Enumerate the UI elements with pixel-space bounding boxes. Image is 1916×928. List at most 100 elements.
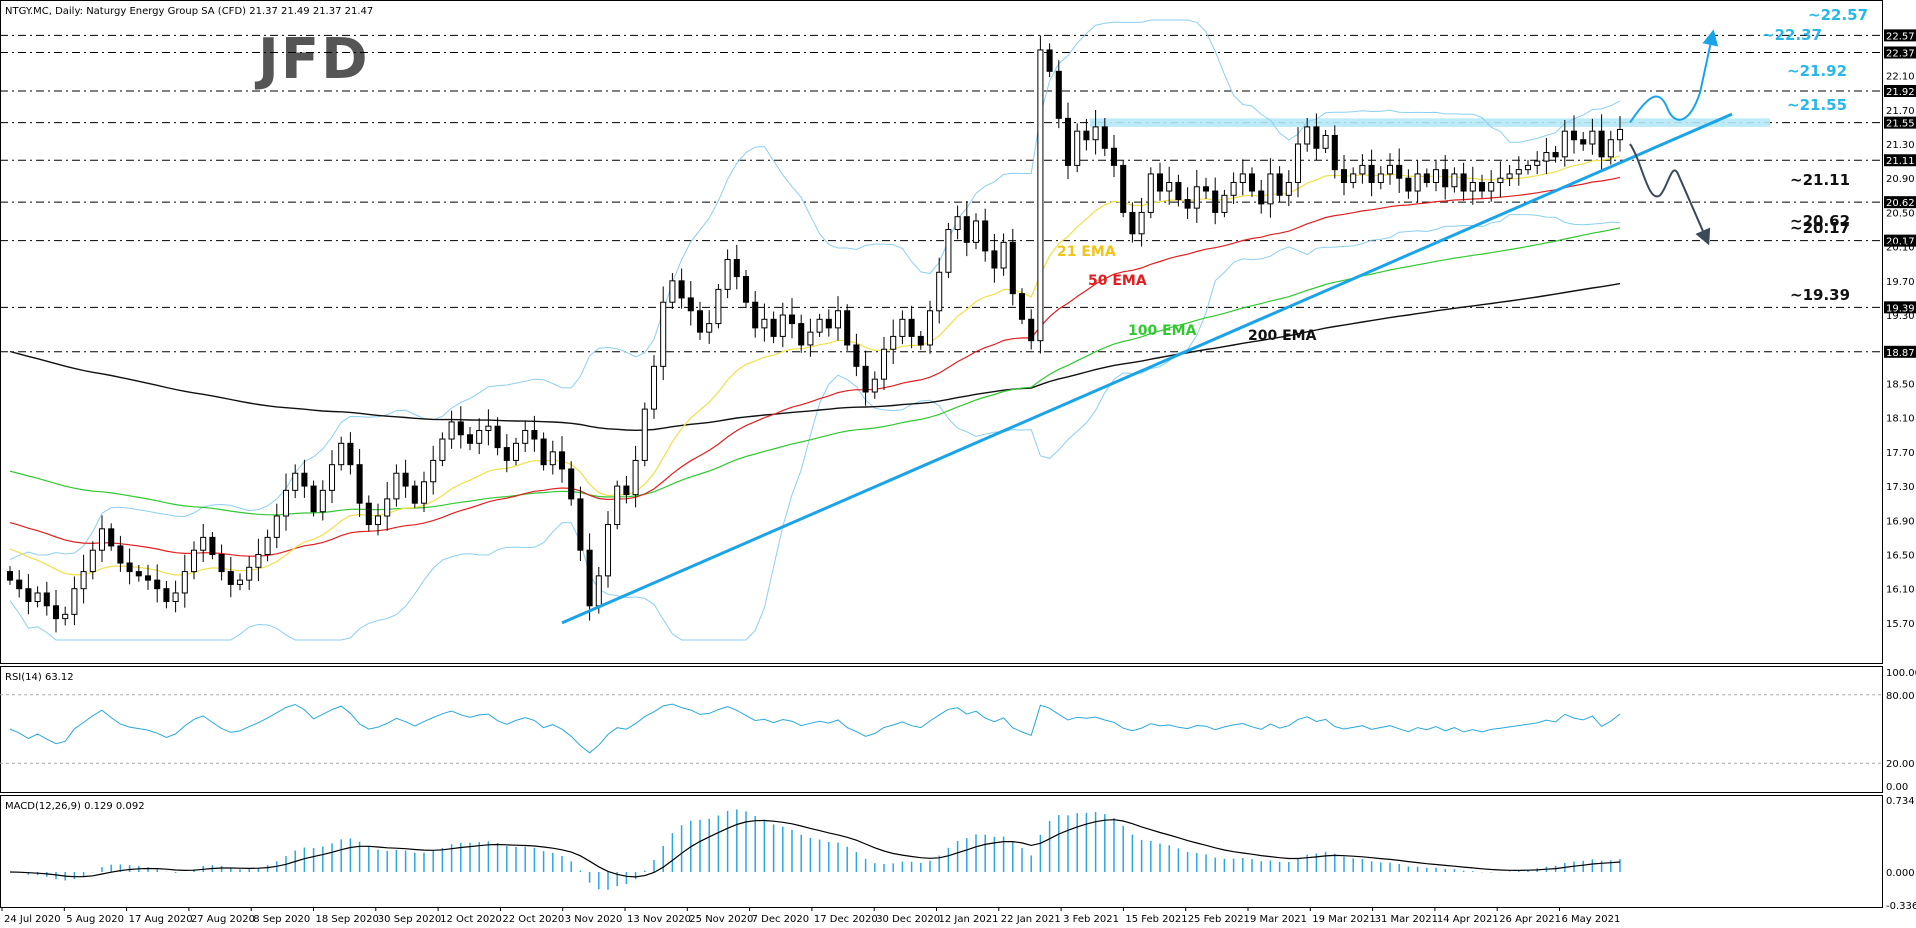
candle-body [1331,134,1338,171]
candle-body [816,318,823,333]
candle-body [1193,186,1200,209]
candle-body [1497,177,1504,183]
time-tick-label: 3 Feb 2021 [1063,914,1119,925]
time-tick-label: 3 Nov 2020 [565,914,623,925]
candle-body [1405,177,1412,192]
candle-body [273,515,280,538]
time-tick-label: 30 Sep 2020 [378,914,441,925]
candle-body [1239,173,1246,183]
candle-body [1552,152,1559,158]
candle-body [696,310,704,333]
candle-body [1304,126,1311,145]
candle-body [1166,181,1173,192]
candle-body [926,310,934,346]
candle-body [807,331,814,346]
candle-body [338,442,345,466]
candle-body [384,498,391,517]
time-tick-label: 8 Sep 2020 [253,914,310,925]
candle-body [1212,190,1219,213]
time-tick-label: 25 Nov 2020 [689,914,753,925]
candle-body [1276,173,1283,196]
candle-body [1018,293,1026,320]
candle-body [752,301,759,329]
candle-body [365,502,372,526]
candle-body [292,472,299,491]
rsi-tick-label: 80.00 [1886,691,1915,702]
candle-body [374,515,382,526]
candle-body [328,464,336,491]
candle-body [227,571,234,585]
candle-body [1184,199,1191,209]
ema100-label: 100 EMA [1128,323,1197,339]
candle-body [788,314,796,325]
candle-body [1322,134,1329,149]
candle-body [1561,130,1568,158]
candle-body [586,549,593,607]
price-tick-highlight [1884,301,1916,314]
time-tick-label: 15 Feb 2021 [1125,914,1187,925]
candle-body [880,348,888,380]
time-tick-label: 18 Sep 2020 [316,914,379,925]
time-tick-label: 25 Feb 2021 [1188,914,1250,925]
candle-body [1580,139,1587,145]
candle-body [595,575,602,607]
rsi-tick-label: 20.00 [1886,759,1915,770]
candle-body [779,314,786,337]
candle-body [1156,173,1164,192]
candle-body [1101,126,1108,149]
price-tick-highlight [1884,345,1916,358]
candle-body [733,258,740,278]
time-tick-label: 9 Mar 2021 [1250,914,1307,925]
candle-body [71,588,78,615]
candle-body [89,549,96,573]
time-tick-label: 22 Oct 2020 [502,914,564,925]
price-tick-label: 22.37 [1886,48,1915,59]
macd-info-label: MACD(12,26,9) 0.129 0.092 [5,801,145,812]
price-tick-label: 19.39 [1886,303,1915,314]
candle-body [1147,173,1154,213]
candle-body [319,489,326,513]
candle-body [1340,169,1348,183]
candle-body [798,323,805,346]
candle-body [669,280,676,303]
candle-body [568,468,575,500]
candle-body [255,553,262,568]
symbol-info-label: NTGY.MC, Daily: Naturgy Energy Group SA … [5,6,373,17]
candle-body [1083,130,1090,141]
price-tick-label: 20.50 [1886,208,1915,219]
candle-body [512,442,520,461]
candle-body [844,310,851,346]
rsi-tick-label: 0.00 [1886,782,1908,793]
price-tick-highlight [1884,46,1916,59]
candle-body [1543,152,1550,162]
time-tick-label: 5 Aug 2020 [66,914,124,925]
candle-body [200,536,207,551]
main-panel-border [0,0,1883,664]
candle-body [1359,164,1366,175]
candle-body [972,220,980,243]
candle-body [1570,130,1578,141]
price-tick-label: 16.10 [1886,585,1915,596]
candle-body [1221,194,1228,213]
candle-body [411,485,418,504]
candle-body [1202,186,1210,192]
candle-body [1037,49,1044,342]
candle-body [1138,211,1145,235]
candle-body [34,592,41,603]
candle-body [641,408,648,461]
candle-body [356,464,363,504]
candle-body [218,553,225,573]
time-tick-label: 7 Dec 2020 [752,914,810,925]
price-axis: 22.57 22.37 22.10 21.92 21.70 21.55 21.30 21.11… [1884,29,1916,630]
candle-body [531,429,538,440]
candle-body [52,605,60,620]
candle-body [1607,139,1614,158]
trendlines [561,112,1733,625]
level-label-21-11: ~21.11 [1790,171,1850,189]
candle-body [1589,130,1596,145]
candlesticks [6,35,1624,633]
candle-body [80,571,87,590]
time-tick-label: 31 Mar 2021 [1375,914,1438,925]
candle-body [825,318,832,329]
candle-body [1120,164,1127,213]
